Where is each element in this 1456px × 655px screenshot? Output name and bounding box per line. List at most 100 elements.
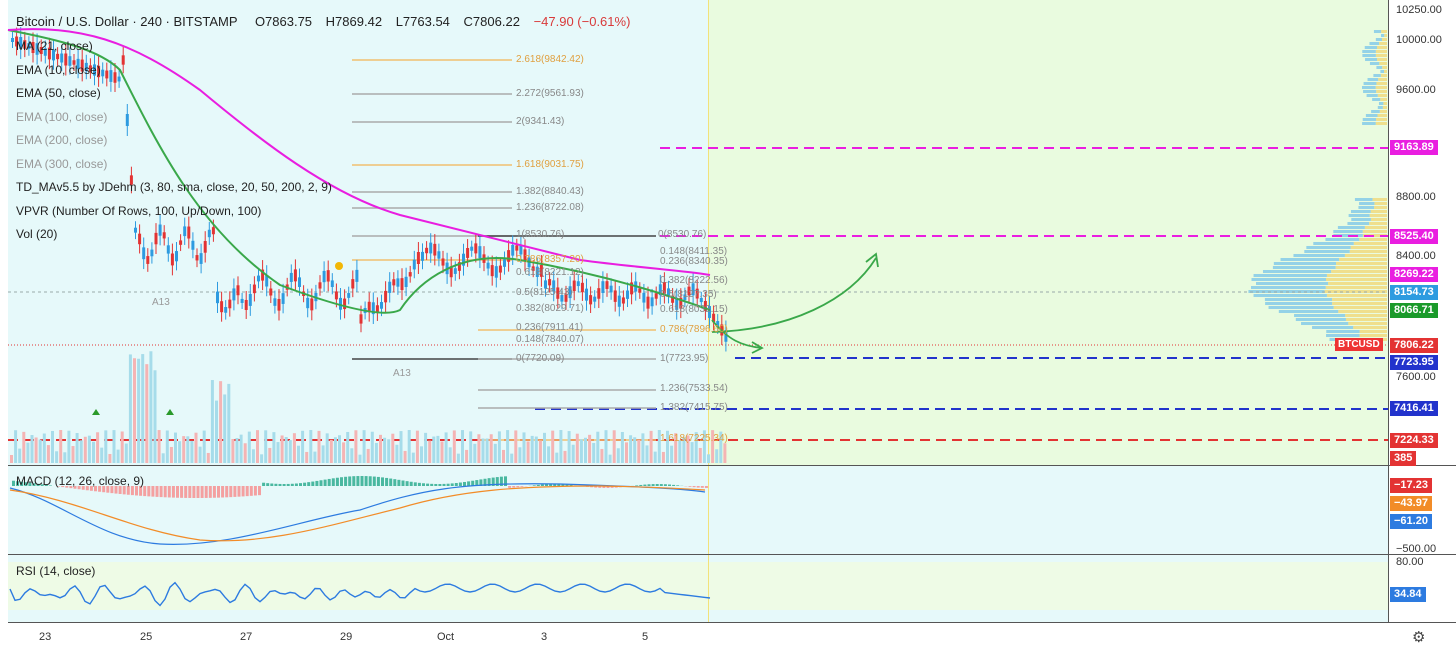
- candle-body: [470, 246, 474, 251]
- candle-body: [658, 284, 662, 296]
- indicator-legend-item[interactable]: TD_MAv5.5 by JDehm (3, 80, sma, close, 2…: [16, 180, 332, 194]
- candle-body: [556, 287, 560, 299]
- candle-body: [507, 250, 511, 262]
- indicator-legend-item[interactable]: EMA (200, close): [16, 133, 108, 147]
- macd-histogram-bar: [98, 486, 102, 492]
- candle-body: [548, 279, 552, 286]
- candle-body: [195, 255, 199, 261]
- candle-body: [232, 288, 236, 301]
- candle-body: [244, 299, 248, 310]
- volume-bar: [702, 430, 706, 463]
- fib-level-label: 0.786(8357.20): [516, 254, 584, 265]
- indicator-legend-item[interactable]: EMA (300, close): [16, 156, 108, 171]
- indicator-legend-item[interactable]: VPVR (Number Of Rows, 100, Up/Down, 100): [16, 203, 262, 218]
- macd-histogram-bar: [569, 484, 573, 486]
- candle-body: [466, 248, 470, 258]
- candle-body: [224, 306, 228, 313]
- vpvr-bar: [1306, 246, 1351, 249]
- price-level-tag: 9163.89: [1390, 140, 1438, 155]
- indicator-legend-item[interactable]: EMA (10, close): [16, 62, 101, 77]
- candle-body: [199, 253, 203, 264]
- symbol-title[interactable]: Bitcoin / U.S. Dollar · 240 · BITSTAMP: [16, 14, 238, 29]
- rsi-band: [8, 562, 1388, 610]
- vpvr-bar: [1370, 218, 1387, 221]
- candle-body: [52, 49, 55, 61]
- indicator-legend-item[interactable]: EMA (100, close): [16, 109, 108, 124]
- vpvr-bar: [1328, 282, 1387, 285]
- vpvr-bar: [1379, 110, 1387, 113]
- volume-bar: [424, 432, 428, 463]
- macd-pane[interactable]: [8, 466, 1388, 554]
- candle-body: [441, 258, 445, 266]
- macd-histogram-bar: [348, 476, 352, 486]
- vpvr-bar: [1345, 314, 1387, 317]
- vpvr-bar: [1381, 38, 1387, 41]
- macd-histogram-bar: [184, 486, 188, 498]
- volume-bar: [243, 443, 247, 463]
- vpvr-bar: [1380, 74, 1387, 77]
- volume-bar: [678, 440, 682, 463]
- macd-legend[interactable]: MACD (12, 26, close, 9): [16, 474, 145, 488]
- rsi-legend[interactable]: RSI (14, close): [16, 564, 96, 578]
- volume-bar: [428, 440, 432, 463]
- volume-bar: [370, 431, 374, 463]
- vpvr-bar: [1369, 42, 1380, 45]
- macd-histogram-bar: [438, 483, 442, 486]
- time-axis-tick: 29: [340, 631, 353, 643]
- vpvr-bar: [1382, 66, 1387, 69]
- macd-histogram-bar: [118, 486, 122, 494]
- volume-bar: [92, 441, 95, 463]
- volume-bar: [51, 430, 54, 463]
- indicator-legend-item[interactable]: Vol (20): [16, 227, 58, 241]
- volume-bar: [719, 431, 723, 463]
- candle-body: [498, 265, 502, 273]
- candle-body: [125, 114, 129, 126]
- fib-level-label: 0.236(7911.41): [516, 322, 584, 333]
- volume-bar: [379, 434, 382, 463]
- td-annotation: A13: [393, 368, 411, 379]
- volume-bar: [325, 433, 329, 463]
- macd-histogram-bar: [413, 482, 417, 486]
- vpvr-bar: [1380, 70, 1385, 73]
- candle-body: [609, 285, 613, 293]
- vpvr-bar: [1366, 94, 1378, 97]
- candle-body: [589, 295, 593, 305]
- vpvr-bar: [1376, 90, 1387, 93]
- vpvr-bar: [1364, 226, 1387, 229]
- macd-histogram-bar: [344, 476, 348, 486]
- volume-bar: [223, 394, 227, 463]
- volume-bar: [686, 435, 690, 463]
- macd-histogram-bar: [208, 486, 212, 498]
- volume-bar: [682, 437, 686, 463]
- settings-gear-icon[interactable]: ⚙: [1412, 629, 1426, 646]
- volume-bar: [522, 432, 526, 463]
- volume-bar: [297, 445, 300, 463]
- candle-body: [261, 269, 265, 281]
- macd-histogram-bar: [598, 486, 602, 488]
- candle-body: [494, 266, 498, 278]
- pane-separator[interactable]: [8, 554, 1456, 555]
- candle-body: [404, 276, 408, 288]
- volume-bar: [530, 435, 534, 463]
- candle-body: [334, 291, 338, 300]
- candle-body: [170, 253, 174, 266]
- indicator-legend-item[interactable]: EMA (50, close): [16, 86, 101, 100]
- vpvr-bar: [1369, 214, 1387, 217]
- indicator-legend-item[interactable]: MA (21, close): [16, 39, 93, 53]
- vpvr-bar: [1377, 106, 1383, 109]
- candle-body: [560, 295, 564, 302]
- vpvr-bar: [1338, 310, 1387, 313]
- volume-bar: [219, 381, 223, 463]
- candle-body: [43, 48, 47, 56]
- volume-bar: [96, 432, 100, 463]
- pane-separator[interactable]: [8, 465, 1456, 466]
- candle-body: [724, 330, 728, 342]
- macd-histogram-bar: [270, 483, 274, 486]
- macd-histogram-bar: [16, 481, 20, 486]
- vpvr-bar: [1344, 254, 1387, 257]
- candle-body: [580, 282, 584, 293]
- volume-bar: [448, 447, 452, 463]
- fib-level-label: 0.618(8032.15): [660, 304, 728, 315]
- macd-histogram-bar: [24, 482, 28, 486]
